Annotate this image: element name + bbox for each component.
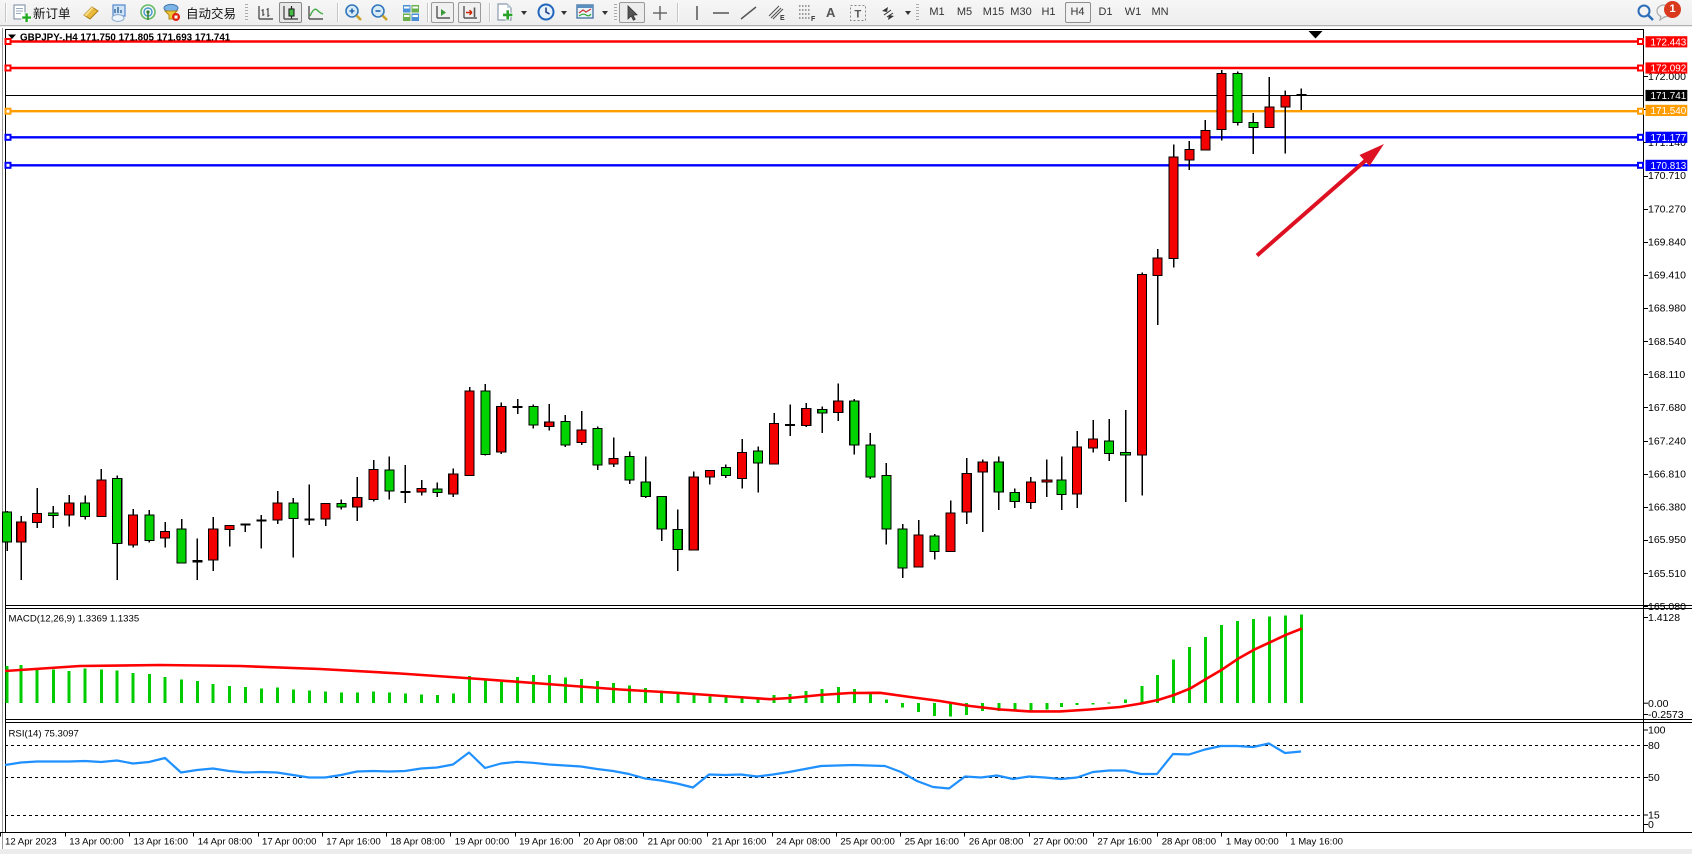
svg-text:170.710: 170.710 bbox=[1648, 170, 1686, 182]
svg-text:170.270: 170.270 bbox=[1648, 204, 1686, 216]
svg-text:19 Apr 00:00: 19 Apr 00:00 bbox=[455, 837, 509, 848]
svg-text:172.443: 172.443 bbox=[1651, 37, 1687, 48]
svg-text:80: 80 bbox=[1648, 740, 1660, 752]
svg-text:167.240: 167.240 bbox=[1648, 436, 1686, 448]
svg-text:1 May 16:00: 1 May 16:00 bbox=[1290, 837, 1343, 848]
svg-text:171.540: 171.540 bbox=[1651, 106, 1687, 117]
svg-text:0.00: 0.00 bbox=[1648, 698, 1669, 710]
svg-text:20 Apr 08:00: 20 Apr 08:00 bbox=[583, 837, 637, 848]
svg-text:24 Apr 08:00: 24 Apr 08:00 bbox=[776, 837, 830, 848]
svg-text:0: 0 bbox=[1648, 819, 1654, 831]
svg-text:25 Apr 16:00: 25 Apr 16:00 bbox=[905, 837, 959, 848]
svg-text:168.980: 168.980 bbox=[1648, 302, 1686, 314]
svg-text:14 Apr 08:00: 14 Apr 08:00 bbox=[198, 837, 252, 848]
svg-text:27 Apr 16:00: 27 Apr 16:00 bbox=[1097, 837, 1151, 848]
svg-text:168.110: 168.110 bbox=[1648, 369, 1685, 381]
svg-text:E: E bbox=[780, 15, 785, 22]
svg-text:167.680: 167.680 bbox=[1648, 402, 1686, 414]
svg-text:17 Apr 16:00: 17 Apr 16:00 bbox=[326, 837, 380, 848]
svg-text:166.810: 166.810 bbox=[1648, 468, 1686, 480]
svg-text:172.092: 172.092 bbox=[1651, 64, 1687, 75]
svg-text:171.177: 171.177 bbox=[1651, 133, 1687, 144]
svg-text:T: T bbox=[855, 8, 862, 20]
svg-text:170.813: 170.813 bbox=[1651, 161, 1687, 172]
svg-text:168.540: 168.540 bbox=[1648, 336, 1686, 348]
svg-text:13 Apr 00:00: 13 Apr 00:00 bbox=[69, 837, 123, 848]
svg-text:18 Apr 08:00: 18 Apr 08:00 bbox=[391, 837, 445, 848]
svg-text:MACD(12,26,9) 1.3369 1.1335: MACD(12,26,9) 1.3369 1.1335 bbox=[9, 614, 140, 625]
svg-text:169.840: 169.840 bbox=[1648, 237, 1686, 249]
svg-text:19 Apr 16:00: 19 Apr 16:00 bbox=[519, 837, 573, 848]
svg-text:166.380: 166.380 bbox=[1648, 501, 1686, 513]
svg-text:25 Apr 00:00: 25 Apr 00:00 bbox=[840, 837, 894, 848]
svg-text:12 Apr 2023: 12 Apr 2023 bbox=[5, 837, 57, 848]
svg-text:1 May 00:00: 1 May 00:00 bbox=[1226, 837, 1279, 848]
svg-text:27 Apr 00:00: 27 Apr 00:00 bbox=[1033, 837, 1087, 848]
svg-text:100: 100 bbox=[1648, 725, 1666, 737]
svg-text:171.741: 171.741 bbox=[1651, 91, 1687, 102]
svg-text:GBPJPY-.H4 171.750 171.805 17: GBPJPY-.H4 171.750 171.805 171.693 171.7… bbox=[20, 33, 231, 44]
svg-text:169.410: 169.410 bbox=[1648, 269, 1686, 281]
svg-text:-0.2573: -0.2573 bbox=[1648, 709, 1684, 721]
svg-text:21 Apr 16:00: 21 Apr 16:00 bbox=[712, 837, 766, 848]
svg-text:17 Apr 00:00: 17 Apr 00:00 bbox=[262, 837, 316, 848]
svg-text:165.080: 165.080 bbox=[1648, 601, 1686, 613]
svg-text:165.510: 165.510 bbox=[1648, 568, 1686, 580]
svg-text:50: 50 bbox=[1648, 772, 1660, 784]
svg-text:21 Apr 00:00: 21 Apr 00:00 bbox=[648, 837, 702, 848]
svg-text:F: F bbox=[811, 16, 816, 22]
svg-text:172.000: 172.000 bbox=[1648, 71, 1686, 83]
svg-text:RSI(14) 75.3097: RSI(14) 75.3097 bbox=[9, 729, 79, 740]
svg-text:28 Apr 08:00: 28 Apr 08:00 bbox=[1162, 837, 1216, 848]
svg-text:26 Apr 08:00: 26 Apr 08:00 bbox=[969, 837, 1023, 848]
svg-text:1.4128: 1.4128 bbox=[1648, 612, 1680, 624]
svg-text:165.950: 165.950 bbox=[1648, 534, 1686, 546]
svg-text:13 Apr 16:00: 13 Apr 16:00 bbox=[134, 837, 188, 848]
svg-text:15: 15 bbox=[1648, 810, 1660, 822]
